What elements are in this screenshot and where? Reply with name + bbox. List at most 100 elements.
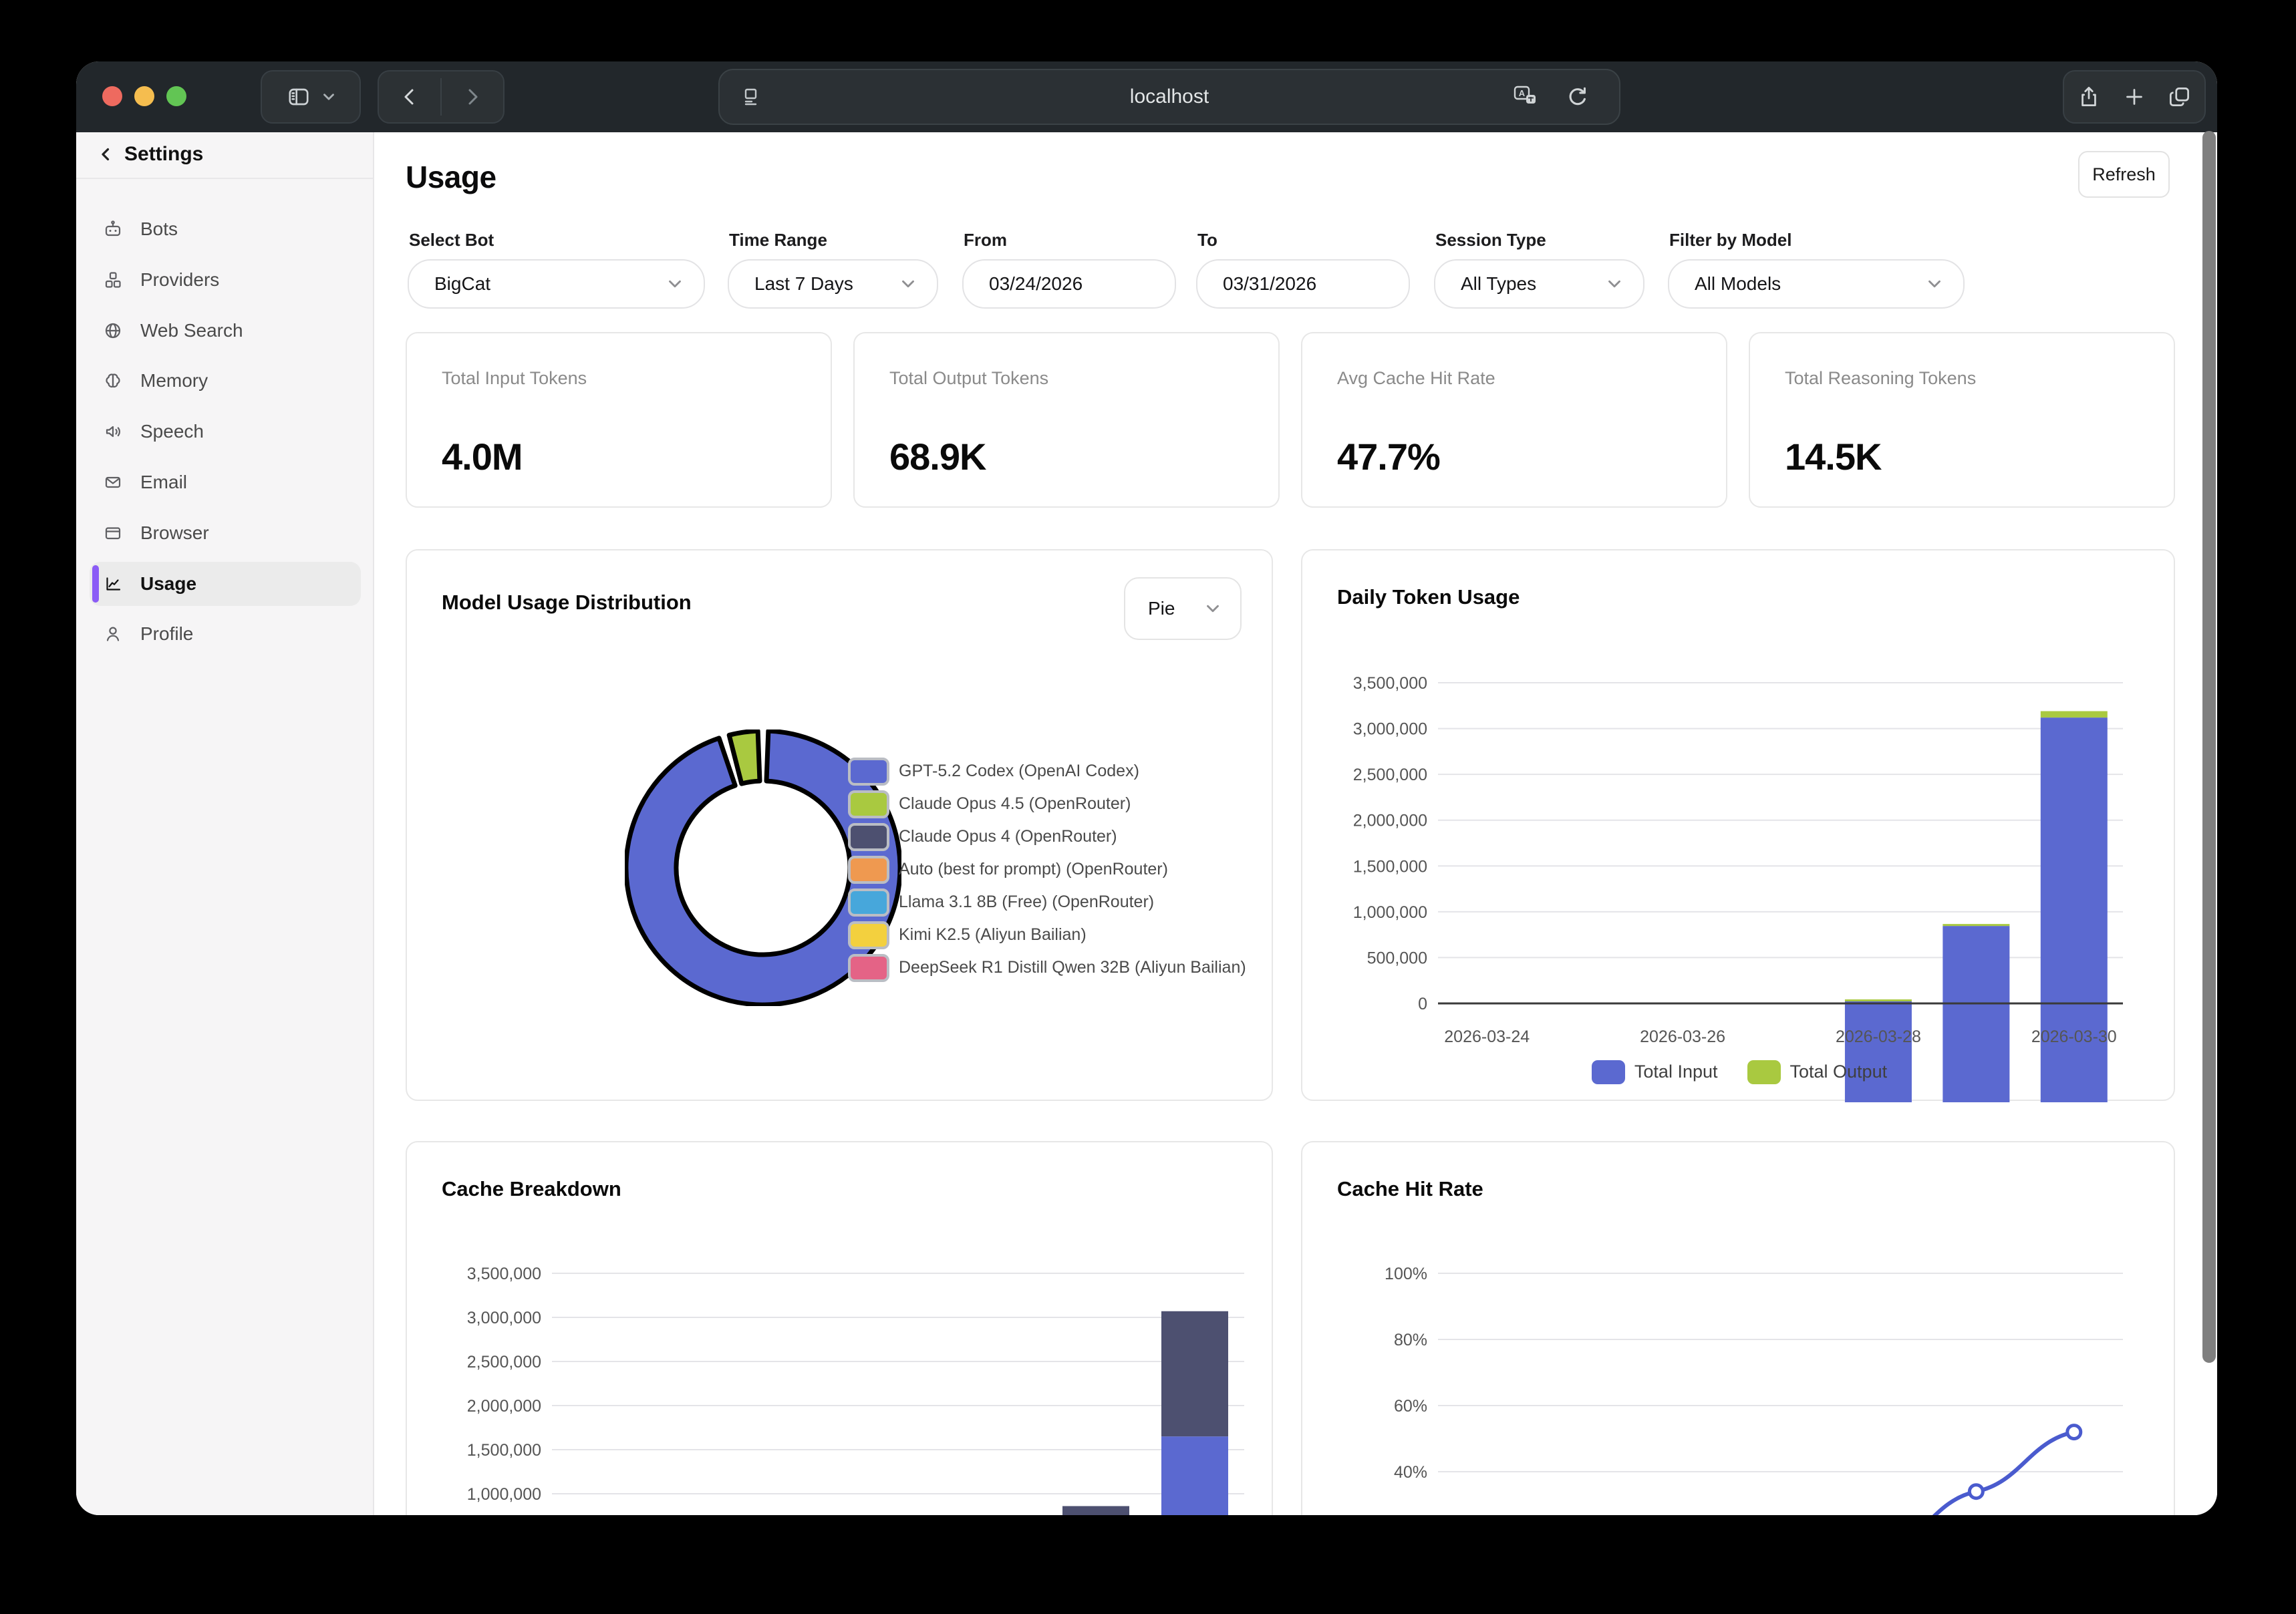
cache-hit-rate-card: Cache Hit Rate 100%80%60%40%20%0% xyxy=(1301,1141,2175,1515)
web-search-icon xyxy=(102,319,124,342)
svg-text:3,000,000: 3,000,000 xyxy=(467,1309,541,1327)
sidebar-title: Settings xyxy=(124,143,204,165)
legend-label: Claude Opus 4 (OpenRouter) xyxy=(899,827,1117,846)
stat-value: 47.7% xyxy=(1337,436,1441,478)
svg-text:2026-03-30: 2026-03-30 xyxy=(2031,1027,2117,1046)
stat-card-avg-cache-hit-rate: Avg Cache Hit Rate 47.7% xyxy=(1301,332,1727,508)
share-icon[interactable] xyxy=(2075,83,2103,111)
usage-page: Usage Refresh Select Bot BigCat Time Range… xyxy=(376,132,2217,1515)
sidebar-header: Settings xyxy=(76,132,374,179)
sidebar-item-usage[interactable]: Usage xyxy=(90,561,361,606)
forward-icon[interactable] xyxy=(442,84,503,110)
reader-icon[interactable] xyxy=(737,84,764,110)
legend-label: Kimi K2.5 (Aliyun Bailian) xyxy=(899,925,1087,944)
select-select-bot[interactable]: BigCat xyxy=(408,259,705,309)
stat-card-total-input-tokens: Total Input Tokens 4.0M xyxy=(406,332,832,508)
legend-item: Claude Opus 4 (OpenRouter) xyxy=(848,820,1246,853)
stat-value: 14.5K xyxy=(1785,436,1882,478)
reload-icon[interactable] xyxy=(1563,82,1592,112)
select-time-range[interactable]: Last 7 Days xyxy=(728,259,938,309)
filter-value: Last 7 Days xyxy=(754,273,853,294)
svg-text:80%: 80% xyxy=(1394,1331,1427,1349)
sidebar-item-label: Email xyxy=(140,472,188,492)
sidebar-item-profile[interactable]: Profile xyxy=(90,612,361,656)
select-session-type[interactable]: All Types xyxy=(1434,259,1644,309)
browser-window: localhost A xyxy=(76,61,2217,1515)
chart-style-select[interactable]: Pie xyxy=(1124,577,1242,640)
legend-item: DeepSeek R1 Distill Qwen 32B (Aliyun Bai… xyxy=(848,951,1246,984)
sidebar-divider xyxy=(76,178,374,179)
svg-text:0: 0 xyxy=(1418,995,1427,1013)
legend-label: Total Input xyxy=(1634,1062,1718,1082)
tabs-overview-icon[interactable] xyxy=(2166,83,2194,111)
svg-text:2026-03-24: 2026-03-24 xyxy=(1444,1027,1530,1046)
legend-swatch xyxy=(1747,1060,1781,1084)
refresh-button[interactable]: Refresh xyxy=(2078,151,2170,198)
sidebar-toggle-button[interactable] xyxy=(261,70,361,124)
legend-item: Auto (best for prompt) (OpenRouter) xyxy=(848,853,1246,886)
model-usage-card: Model Usage Distribution Pie GPT-5.2 Cod… xyxy=(406,549,1273,1101)
minimize-window-button[interactable] xyxy=(134,86,154,106)
sidebar-item-web-search[interactable]: Web Search xyxy=(90,309,361,353)
back-chevron-icon[interactable] xyxy=(96,144,116,164)
new-tab-icon[interactable] xyxy=(2120,83,2148,111)
active-item-accent xyxy=(92,564,99,603)
sidebar-item-providers[interactable]: Providers xyxy=(90,258,361,302)
svg-text:1,500,000: 1,500,000 xyxy=(467,1441,541,1460)
legend-label: Llama 3.1 8B (Free) (OpenRouter) xyxy=(899,893,1155,911)
sidebar-item-label: Memory xyxy=(140,370,208,391)
sidebar-item-memory[interactable]: Memory xyxy=(90,359,361,403)
page-scrollbar[interactable] xyxy=(2202,131,2216,1363)
svg-text:100%: 100% xyxy=(1385,1265,1427,1283)
svg-text:1,000,000: 1,000,000 xyxy=(467,1485,541,1504)
sidebar-item-browser[interactable]: Browser xyxy=(90,511,361,555)
browser-toolbar: localhost A xyxy=(76,61,2217,132)
legend-label: Auto (best for prompt) (OpenRouter) xyxy=(899,860,1168,878)
legend-item: Total Input xyxy=(1591,1056,1718,1088)
filter-label-select-bot: Select Bot xyxy=(409,230,494,250)
svg-text:2,000,000: 2,000,000 xyxy=(467,1397,541,1416)
cache-hit-rate-chart: 100%80%60%40%20%0% xyxy=(1385,1265,2123,1515)
sidebar-item-email[interactable]: Email xyxy=(90,460,361,504)
sidebar-item-bots[interactable]: Bots xyxy=(90,207,361,251)
usage-icon xyxy=(102,573,124,595)
filter-value: 03/31/2026 xyxy=(1223,273,1317,294)
legend-swatch xyxy=(848,790,889,818)
select-filter-by-model[interactable]: All Models xyxy=(1668,259,1965,309)
date-input-to[interactable]: 03/31/2026 xyxy=(1196,259,1410,309)
filter-value: BigCat xyxy=(434,273,491,294)
legend-label: Total Output xyxy=(1789,1062,1888,1082)
svg-text:40%: 40% xyxy=(1394,1463,1427,1482)
stat-value: 68.9K xyxy=(889,436,986,478)
svg-text:500,000: 500,000 xyxy=(1367,949,1427,967)
browser-icon xyxy=(102,522,124,544)
chevron-down-icon xyxy=(665,274,685,294)
stat-label: Total Reasoning Tokens xyxy=(1785,368,1977,388)
filter-label-time-range: Time Range xyxy=(729,230,827,250)
zoom-window-button[interactable] xyxy=(166,86,186,106)
legend-item: Llama 3.1 8B (Free) (OpenRouter) xyxy=(848,886,1246,919)
legend-swatch xyxy=(848,953,889,982)
close-window-button[interactable] xyxy=(102,86,122,106)
chevron-down-icon xyxy=(1203,599,1223,619)
filter-value: All Models xyxy=(1695,273,1781,294)
filter-label-session-type: Session Type xyxy=(1435,230,1546,250)
date-input-from[interactable]: 03/24/2026 xyxy=(962,259,1176,309)
back-icon[interactable] xyxy=(379,84,440,110)
translate-icon[interactable]: A xyxy=(1510,82,1540,112)
legend-label: GPT-5.2 Codex (OpenAI Codex) xyxy=(899,762,1139,780)
svg-text:3,000,000: 3,000,000 xyxy=(1353,720,1427,739)
url-text[interactable]: localhost xyxy=(1129,86,1209,108)
sidebar-item-speech[interactable]: Speech xyxy=(90,410,361,454)
filter-value: 03/24/2026 xyxy=(989,273,1083,294)
cache-breakdown-title: Cache Breakdown xyxy=(442,1177,621,1200)
svg-text:1,000,000: 1,000,000 xyxy=(1353,903,1427,922)
filter-label-from: From xyxy=(964,230,1007,250)
bots-icon xyxy=(102,218,124,240)
legend-swatch xyxy=(848,921,889,949)
svg-text:3,500,000: 3,500,000 xyxy=(1353,674,1427,693)
address-bar[interactable]: localhost A xyxy=(718,69,1620,125)
nav-buttons xyxy=(378,70,505,124)
legend-item: Total Output xyxy=(1747,1056,1888,1088)
svg-text:2026-03-28: 2026-03-28 xyxy=(1836,1027,1921,1046)
